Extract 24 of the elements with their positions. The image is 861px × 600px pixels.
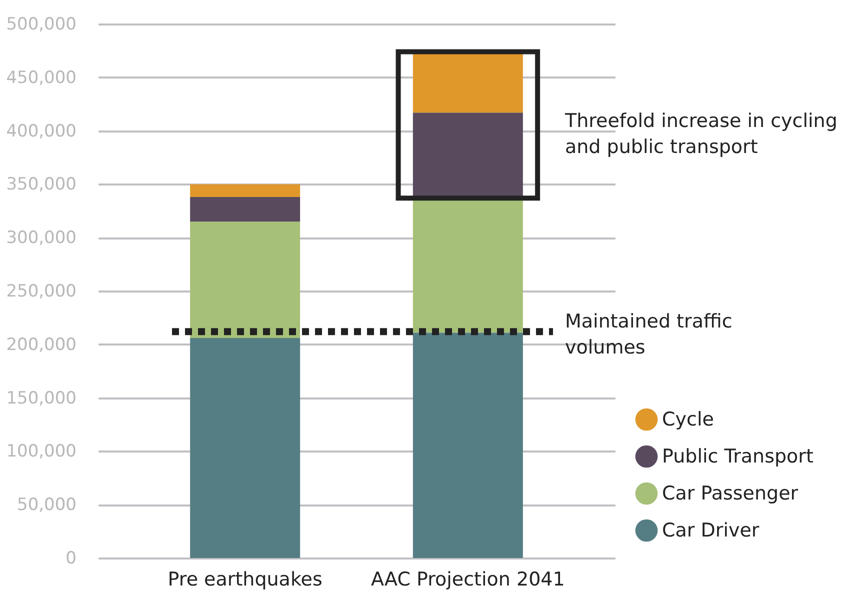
y-tick-label: 300,000 [6, 228, 76, 248]
y-tick-label: 500,000 [6, 14, 76, 34]
bar [190, 222, 300, 338]
y-tick-label: 200,000 [6, 334, 76, 355]
x-tick-label: AAC Projection 2041 [371, 568, 565, 590]
ref-line-label: Maintained traffic volumes [565, 310, 732, 359]
y-tick-label: 450,000 [6, 68, 76, 88]
y-tick-label: 150,000 [6, 388, 76, 408]
y-tick-label: 350,000 [6, 174, 76, 195]
y-tick-label: 100,000 [6, 442, 76, 462]
bar [412, 332, 523, 558]
y-tick-label: 250,000 [6, 282, 76, 302]
legend-label: Car Passenger [662, 482, 798, 504]
y-tick-label: 50,000 [17, 495, 76, 516]
y-tick-label: 0 [66, 548, 76, 568]
bar [190, 197, 300, 222]
bar [190, 338, 300, 558]
bar [190, 184, 300, 198]
y-tick-label: 400,000 [6, 121, 76, 142]
legend-label: Car Driver [662, 520, 760, 542]
legend-label: Cycle [662, 408, 714, 430]
legend-label: Public Transport [662, 446, 814, 468]
x-tick-label: Pre earthquakes [168, 568, 322, 590]
annotation: Threefold increase in cycling and public transport [564, 110, 838, 158]
